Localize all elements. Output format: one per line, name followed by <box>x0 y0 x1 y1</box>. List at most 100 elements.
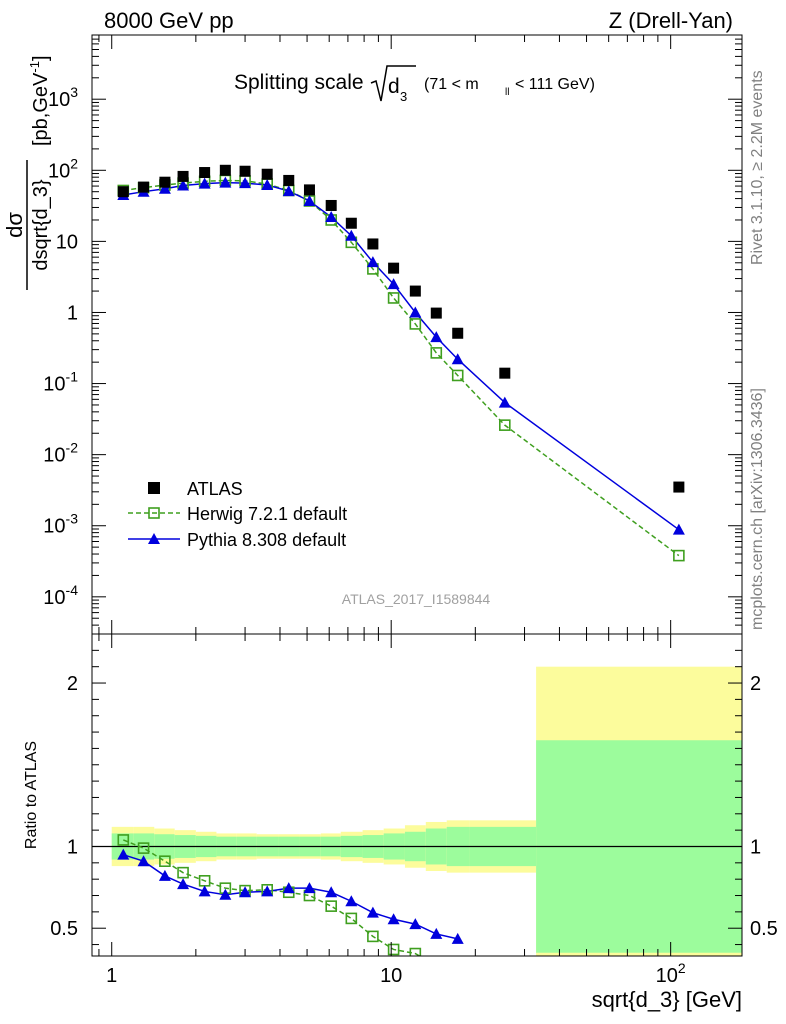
atlas-data-point <box>325 199 337 211</box>
legend-pythia-marker <box>148 533 160 544</box>
herwig-marker <box>409 318 422 330</box>
atlas-data-point <box>499 367 511 379</box>
herwig-ratio-marker <box>325 900 337 912</box>
pythia-ratio-marker <box>409 918 422 930</box>
tick-base: 10 <box>48 160 70 182</box>
tick-base: 10 <box>43 374 65 396</box>
pythia-marker <box>158 182 171 194</box>
herwig-ratio-marker <box>409 947 422 956</box>
rivet-version-label: Rivet 3.1.10, ≥ 2.2M events <box>749 70 766 265</box>
ratio-plot-area: 0.5 0.51 12 21 10 102 <box>50 633 778 987</box>
pythia-marker <box>345 229 358 241</box>
atlas-data-point <box>199 167 211 179</box>
atlas-data-point <box>239 165 251 177</box>
legend-atlas-label: ATLAS <box>187 479 243 499</box>
x-tick-label: 10 <box>380 965 402 987</box>
main-y-axis-label: dσ dsqrt{d_3} [pb,GeV-1] <box>2 55 52 290</box>
main-ylabel-unit-close: ] <box>30 55 52 61</box>
header-left-label: 8000 GeV pp <box>104 8 234 33</box>
atlas-data-point <box>673 481 685 493</box>
ratio-y-tick-label-right: 2 <box>750 673 761 695</box>
pythia-line <box>123 181 680 531</box>
herwig-ratio-marker <box>367 930 379 943</box>
x-tick-label: 1 <box>106 965 117 987</box>
herwig-ratio-marker <box>387 943 400 956</box>
x-tick-label: 102 <box>656 960 686 987</box>
pythia-ratio-marker <box>117 848 130 860</box>
pythia-marker <box>409 306 422 318</box>
pythia-ratio-marker <box>345 895 358 907</box>
analysis-watermark: ATLAS_2017_I1589844 <box>342 591 491 607</box>
main-y-tick-label: 10-3 <box>43 511 78 538</box>
plot-title: Splitting scale d 3 (71 < m ll < 111 GeV… <box>234 65 595 104</box>
mcplots-source-label: mcplots.cern.ch [arXiv:1306.3436] <box>749 388 766 630</box>
herwig-marker <box>673 549 685 562</box>
ratio-y-axis-label: Ratio to ATLAS <box>23 741 40 849</box>
main-y-tick-label: 10-4 <box>43 582 78 609</box>
pythia-ratio-marker <box>303 882 316 894</box>
ratio-y-tick-label-left: 0.5 <box>50 918 78 940</box>
herwig-marker <box>499 419 511 431</box>
main-y-tick-label: 10-2 <box>43 440 78 467</box>
sqrt-sign <box>370 65 416 102</box>
atlas-data-point <box>283 174 295 186</box>
pythia-marker <box>387 278 400 290</box>
tick-base: 10 <box>43 516 65 538</box>
tick-exponent: 3 <box>70 84 78 100</box>
ratio-y-tick-label-left: 1 <box>67 836 78 858</box>
main-y-tick-label: 102 <box>48 155 78 182</box>
tick-base: 1 <box>106 965 117 987</box>
legend-atlas-marker <box>148 482 160 494</box>
plot-title-cut-open: (71 < m <box>424 76 479 93</box>
atlas-data-point <box>177 170 189 182</box>
ratio-series-group <box>117 834 464 956</box>
x-axis-label: sqrt{d_3} [GeV] <box>592 987 742 1012</box>
pythia-ratio-marker <box>451 932 464 944</box>
tick-exponent: -1 <box>66 369 79 385</box>
herwig-marker <box>387 292 400 304</box>
tick-base: 10 <box>656 965 678 987</box>
main-ylabel-unit: [pb,GeV-1] <box>27 55 52 146</box>
plot-title-cut-close: < 111 GeV) <box>515 76 595 93</box>
ratio-y-tick-label-left: 2 <box>67 673 78 695</box>
pythia-marker <box>303 194 316 206</box>
plot-title-sqrt-sub: 3 <box>400 89 407 104</box>
pythia-marker <box>219 176 232 188</box>
atlas-data-point <box>303 184 315 196</box>
herwig-ratio-marker <box>345 912 358 925</box>
atlas-data-point <box>452 327 464 339</box>
ratio-frame <box>91 633 743 957</box>
main-y-tick-label: 103 <box>48 84 78 111</box>
pythia-ratio-marker <box>219 888 232 900</box>
herwig-marker <box>430 347 443 359</box>
atlas-data-point <box>430 307 442 319</box>
legend-herwig-marker <box>148 507 160 519</box>
tick-exponent: -4 <box>66 582 79 598</box>
pythia-ratio-marker <box>366 906 379 918</box>
pythia-marker <box>366 256 379 268</box>
main-ylabel-denominator: dsqrt{d_3} <box>30 179 52 271</box>
herwig-line <box>123 179 680 557</box>
pythia-ratio-marker <box>137 855 150 867</box>
atlas-data-point <box>261 168 273 180</box>
plot-title-sqrt-arg: d <box>388 75 400 98</box>
atlas-data-point <box>138 181 150 193</box>
pythia-marker <box>282 185 295 197</box>
plot-title-prefix: Splitting scale <box>234 71 364 94</box>
pythia-marker <box>672 523 685 535</box>
main-y-tick-label: 10-1 <box>43 369 78 396</box>
main-ylabel-numerator: dσ <box>2 212 27 238</box>
herwig-marker <box>451 369 464 382</box>
tick-base: 10 <box>43 445 65 467</box>
pythia-marker <box>239 177 252 189</box>
tick-base: 10 <box>48 89 70 111</box>
plot-title-cut-sub: ll <box>505 87 509 98</box>
pythia-ratio-marker <box>177 878 190 890</box>
tick-exponent: 2 <box>678 960 686 976</box>
herwig-ratio-marker <box>137 842 150 854</box>
pythia-marker <box>451 353 464 365</box>
tick-exponent: 2 <box>70 155 78 171</box>
ratio-y-tick-label-right: 1 <box>750 836 761 858</box>
